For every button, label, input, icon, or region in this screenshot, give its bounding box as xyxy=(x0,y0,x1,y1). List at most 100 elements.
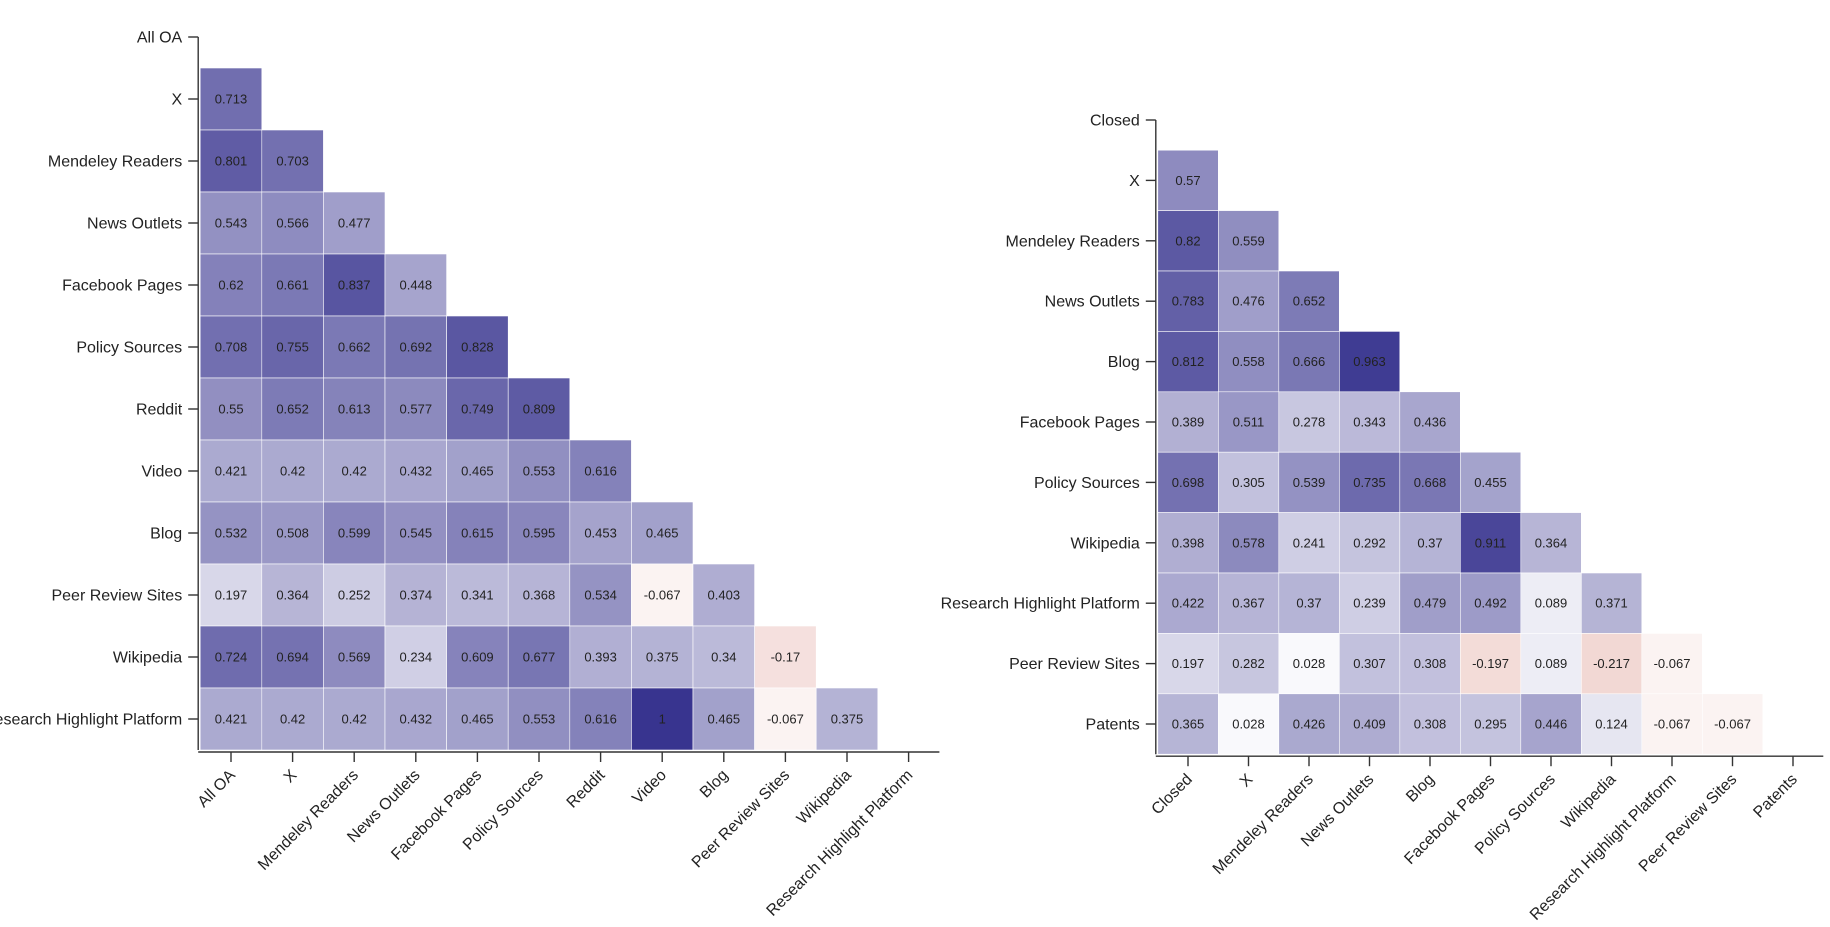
left-cell-11-5 xyxy=(507,687,571,751)
right-cell-8-6 xyxy=(1520,572,1582,634)
right-cell-8-3 xyxy=(1339,572,1401,634)
right-cell-value-10-0: 0.365 xyxy=(1172,717,1205,732)
left-cell-value-10-6: 0.393 xyxy=(584,650,617,665)
right-cell-value-2-0: 0.82 xyxy=(1175,233,1200,248)
left-cell-value-10-7: 0.375 xyxy=(646,650,679,665)
right-cell-value-6-2: 0.539 xyxy=(1293,475,1326,490)
right-y-tick-label-4: Blog xyxy=(1108,354,1140,371)
right-cell-7-4 xyxy=(1399,512,1461,574)
left-x-tick-label-2: Mendeley Readers xyxy=(255,767,362,874)
left-cell-value-6-3: 0.577 xyxy=(400,402,433,417)
right-x-tick-label-0: Closed xyxy=(1149,771,1196,818)
left-cell-value-9-8: 0.403 xyxy=(708,588,741,603)
left-cell-value-11-7: 1 xyxy=(659,712,666,727)
left-x-tick-label-0: All OA xyxy=(195,767,239,811)
left-x-tick-label-7: Video xyxy=(629,767,670,808)
right-cell-value-6-0: 0.698 xyxy=(1172,475,1205,490)
heatmap-right: 0.57 0.82 0.559 0.783 0.476 0.652 0.812 0.558 0.… xyxy=(941,113,1824,924)
left-y-tick-label-5: Policy Sources xyxy=(76,340,182,357)
right-cell-value-9-0: 0.197 xyxy=(1172,656,1205,671)
right-cell-3-0 xyxy=(1157,270,1219,332)
left-cell-6-3 xyxy=(384,377,447,441)
left-cell-value-9-1: 0.364 xyxy=(276,588,309,603)
left-cell-2-1 xyxy=(261,129,324,193)
left-cell-5-2 xyxy=(323,315,386,379)
right-cell-10-2 xyxy=(1278,693,1340,755)
right-cell-value-6-3: 0.735 xyxy=(1353,475,1386,490)
left-cell-10-5 xyxy=(507,625,571,689)
left-cell-9-1 xyxy=(261,563,324,627)
right-cell-value-6-4: 0.668 xyxy=(1414,475,1447,490)
left-cell-value-9-2: 0.252 xyxy=(338,588,371,603)
left-cell-value-2-0: 0.801 xyxy=(215,154,248,169)
left-cell-value-4-0: 0.62 xyxy=(218,278,243,293)
left-cell-value-8-6: 0.453 xyxy=(584,526,617,541)
right-x-tick-label-2: Mendeley Readers xyxy=(1210,771,1317,878)
right-cell-value-8-5: 0.492 xyxy=(1474,596,1507,611)
left-cell-value-8-2: 0.599 xyxy=(338,526,371,541)
right-cell-value-5-3: 0.343 xyxy=(1353,415,1386,430)
left-cell-value-6-4: 0.749 xyxy=(461,402,494,417)
right-cell-value-8-4: 0.479 xyxy=(1414,596,1447,611)
right-cell-9-6 xyxy=(1520,633,1582,695)
right-cell-9-7 xyxy=(1581,633,1643,695)
left-cell-value-10-5: 0.677 xyxy=(523,650,556,665)
right-cell-10-6 xyxy=(1520,693,1582,755)
left-cell-value-11-4: 0.465 xyxy=(461,712,494,727)
left-cell-value-8-0: 0.532 xyxy=(215,526,248,541)
right-cell-value-7-3: 0.292 xyxy=(1353,535,1386,550)
right-cell-6-5 xyxy=(1460,451,1522,513)
left-cell-value-10-8: 0.34 xyxy=(711,650,736,665)
left-cell-value-11-5: 0.553 xyxy=(523,712,556,727)
right-cell-value-8-2: 0.37 xyxy=(1296,596,1321,611)
right-cell-7-6 xyxy=(1520,512,1582,574)
right-cell-value-7-5: 0.911 xyxy=(1475,535,1507,550)
right-cell-4-1 xyxy=(1218,331,1280,393)
right-cell-7-1 xyxy=(1218,512,1280,574)
right-cell-value-9-2: 0.028 xyxy=(1293,656,1326,671)
left-cell-value-6-2: 0.613 xyxy=(338,402,371,417)
left-cell-value-11-10: 0.375 xyxy=(831,712,864,727)
right-cell-8-4 xyxy=(1399,572,1461,634)
left-cell-11-4 xyxy=(446,687,509,751)
left-cell-9-3 xyxy=(384,563,447,627)
left-cell-value-5-2: 0.662 xyxy=(338,340,371,355)
left-cell-9-5 xyxy=(507,563,571,627)
right-cell-value-6-1: 0.305 xyxy=(1232,475,1265,490)
right-cell-value-9-7: -0.217 xyxy=(1593,656,1630,671)
left-cell-value-8-5: 0.595 xyxy=(523,526,556,541)
left-cell-value-3-2: 0.477 xyxy=(338,216,371,231)
right-cell-value-10-6: 0.446 xyxy=(1535,717,1568,732)
left-cell-5-3 xyxy=(384,315,447,379)
left-cell-6-5 xyxy=(507,377,571,441)
right-cell-6-4 xyxy=(1399,451,1461,513)
right-y-tick-label-7: Wikipedia xyxy=(1070,535,1139,552)
right-cell-4-0 xyxy=(1157,331,1219,393)
left-cell-value-8-1: 0.508 xyxy=(276,526,309,541)
left-cell-value-6-1: 0.652 xyxy=(276,402,309,417)
left-cell-6-2 xyxy=(323,377,386,441)
left-cell-2-0 xyxy=(199,129,263,193)
right-y-tick-label-1: X xyxy=(1129,173,1140,190)
right-x-tick-label-10: Patents xyxy=(1750,771,1800,821)
right-cell-value-9-5: -0.197 xyxy=(1472,656,1509,671)
left-cell-value-8-4: 0.615 xyxy=(461,526,494,541)
right-cell-6-1 xyxy=(1218,451,1280,513)
right-cell-value-7-4: 0.37 xyxy=(1417,535,1442,550)
left-cell-7-6 xyxy=(569,439,632,503)
left-x-tick-label-1: X xyxy=(281,767,301,787)
left-cell-11-6 xyxy=(569,687,632,751)
left-cell-3-2 xyxy=(323,191,386,255)
left-cell-5-1 xyxy=(261,315,324,379)
right-cell-value-3-2: 0.652 xyxy=(1293,294,1326,309)
right-cell-value-8-6: 0.089 xyxy=(1535,596,1568,611)
right-cell-value-7-6: 0.364 xyxy=(1535,535,1568,550)
left-cell-value-6-5: 0.809 xyxy=(523,402,556,417)
left-cell-value-7-0: 0.421 xyxy=(215,464,248,479)
left-cell-value-9-7: -0.067 xyxy=(644,588,681,603)
left-cell-10-2 xyxy=(323,625,386,689)
left-cell-value-11-6: 0.616 xyxy=(584,712,617,727)
right-cell-value-8-7: 0.371 xyxy=(1595,596,1628,611)
left-cell-value-7-2: 0.42 xyxy=(342,464,367,479)
